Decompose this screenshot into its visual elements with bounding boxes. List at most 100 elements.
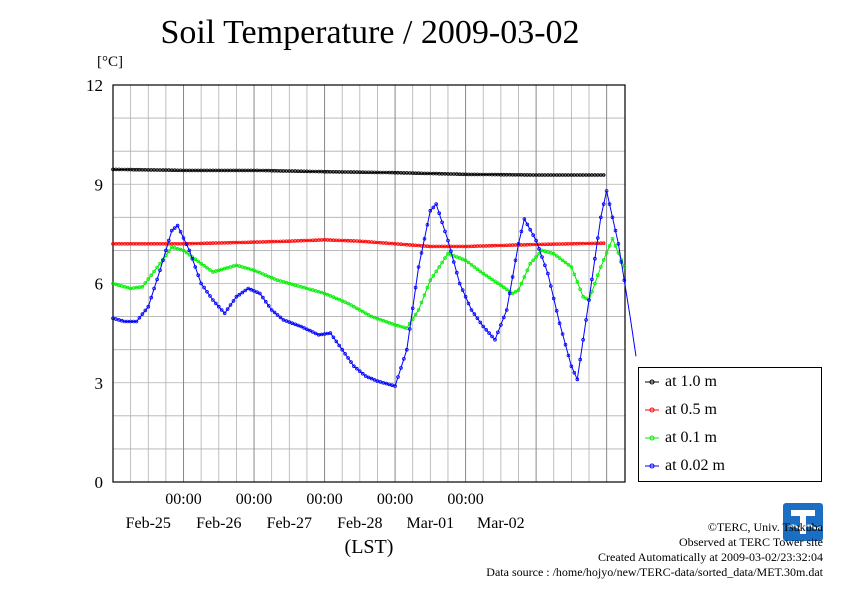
legend-marker-0-1m-icon — [645, 435, 659, 441]
series-point — [601, 258, 606, 262]
series-point — [425, 223, 430, 227]
series-point — [369, 314, 374, 319]
series-point — [481, 271, 486, 276]
series-line — [113, 239, 606, 247]
series-point — [202, 263, 206, 268]
series-point — [237, 292, 242, 297]
series-point — [551, 251, 556, 256]
series-point — [516, 288, 521, 292]
series-point — [554, 308, 559, 313]
series-point — [387, 320, 392, 325]
series-point — [328, 331, 333, 335]
series-point — [419, 300, 424, 305]
series-point — [287, 320, 292, 324]
series-point — [560, 258, 565, 263]
series-point — [234, 294, 239, 299]
x-date-label: Feb-27 — [267, 515, 312, 532]
series-point — [290, 321, 295, 326]
series-point — [578, 287, 582, 292]
series-point — [595, 273, 600, 278]
series-point — [472, 312, 477, 316]
chart-legend: at 1.0 m at 0.5 m at 0.1 m at 0.02 m — [638, 367, 822, 482]
series-point — [390, 383, 394, 388]
series-point — [601, 173, 606, 177]
series-point — [510, 275, 515, 279]
series-point — [569, 364, 574, 369]
series-point — [610, 237, 615, 241]
series-point — [214, 301, 218, 306]
series-point — [496, 330, 500, 335]
x-date-label: Mar-02 — [477, 515, 525, 532]
series-point — [443, 256, 447, 260]
series-point — [322, 291, 327, 296]
series-point — [363, 374, 368, 378]
series-point — [366, 313, 371, 317]
series-point — [413, 312, 418, 317]
series-point — [249, 287, 253, 292]
series-point — [184, 242, 189, 247]
series-point — [217, 304, 221, 309]
series-point — [310, 330, 315, 334]
series-point — [613, 228, 618, 233]
series-point — [293, 322, 298, 327]
series-point — [584, 318, 588, 322]
series-point — [266, 303, 271, 308]
y-tick-label: 6 — [95, 275, 104, 294]
series-point — [534, 255, 538, 259]
series-point — [463, 258, 468, 263]
series-point — [193, 265, 198, 269]
series-point — [357, 369, 362, 374]
series-point — [413, 285, 418, 290]
series-point — [155, 277, 159, 282]
legend-item-0-1m: at 0.1 m — [645, 428, 717, 448]
series-point — [208, 268, 212, 272]
series-point — [263, 299, 268, 304]
series-point — [208, 294, 212, 298]
series-line — [112, 237, 625, 329]
legend-label-0-1m: at 0.1 m — [665, 429, 717, 446]
series-point — [137, 315, 142, 320]
series-point — [231, 299, 236, 303]
series-point — [263, 273, 268, 278]
series-point — [363, 311, 368, 316]
series-point — [349, 303, 353, 307]
series-point — [228, 303, 233, 307]
legend-label-0-5m: at 0.5 m — [665, 401, 717, 418]
series-point — [275, 313, 280, 317]
series-point — [513, 289, 518, 294]
series-point — [258, 291, 262, 296]
x-tick-label: 00:00 — [165, 491, 201, 508]
series-point — [622, 278, 627, 283]
series-point — [252, 289, 256, 293]
terc-logo-icon — [783, 503, 823, 541]
series-point — [219, 308, 224, 312]
series-point — [516, 242, 521, 246]
series-point — [484, 327, 489, 332]
series-point — [484, 273, 489, 278]
series-point — [431, 205, 436, 210]
series-point — [607, 202, 612, 206]
series-point — [360, 309, 365, 314]
series-point — [422, 293, 427, 297]
series-point — [331, 335, 336, 340]
series-point — [196, 273, 201, 278]
series-point — [343, 300, 347, 304]
series-point — [196, 259, 201, 264]
series-point — [478, 320, 483, 325]
series-point — [158, 268, 162, 273]
series-point — [261, 295, 265, 300]
series-point — [199, 281, 203, 286]
series-point — [346, 356, 350, 360]
x-date-label: Feb-28 — [337, 515, 382, 532]
series-point — [146, 304, 151, 309]
series-point — [472, 265, 477, 269]
series-point — [578, 357, 582, 362]
series-point — [152, 286, 156, 291]
series-point — [228, 265, 233, 269]
series-point — [313, 289, 318, 293]
series-point — [581, 337, 585, 342]
series-point — [431, 273, 436, 278]
series-point — [357, 308, 362, 312]
series-point — [598, 215, 603, 220]
series-point — [466, 301, 471, 306]
